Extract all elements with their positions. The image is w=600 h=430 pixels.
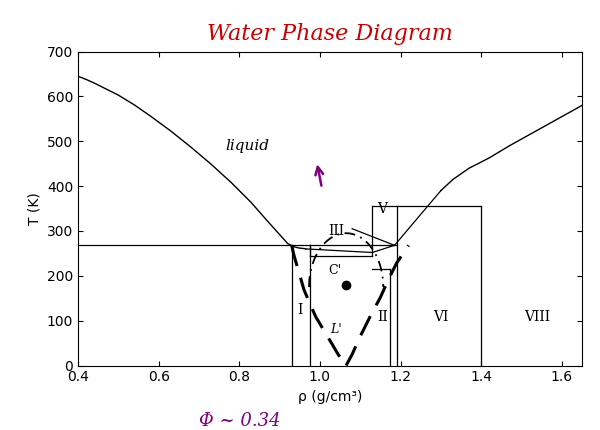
Text: L': L' <box>330 323 342 336</box>
Text: liquid: liquid <box>226 139 269 153</box>
Title: Water Phase Diagram: Water Phase Diagram <box>207 24 453 46</box>
Text: VI: VI <box>433 310 449 324</box>
Text: Φ ~ 0.34: Φ ~ 0.34 <box>199 412 281 430</box>
Text: II: II <box>377 310 388 324</box>
Text: III: III <box>328 224 344 239</box>
Text: V: V <box>377 202 388 216</box>
X-axis label: ρ (g/cm³): ρ (g/cm³) <box>298 390 362 404</box>
Text: I: I <box>297 303 302 317</box>
Text: VIII: VIII <box>524 310 551 324</box>
Text: C': C' <box>328 264 341 276</box>
Y-axis label: T (K): T (K) <box>27 192 41 225</box>
